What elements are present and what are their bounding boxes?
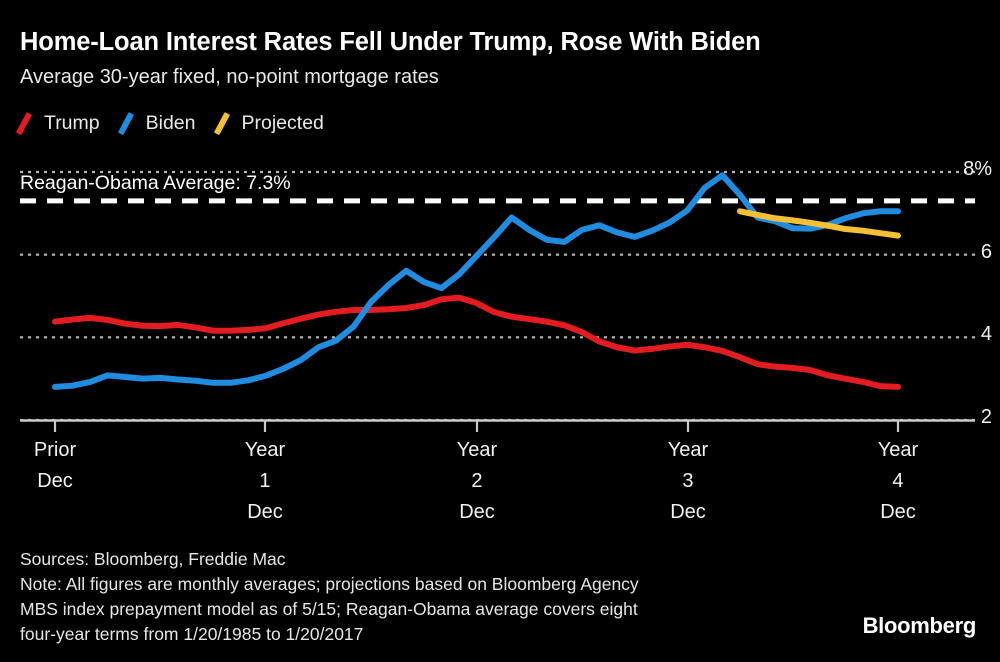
- chart-legend: Trump Biden Projected: [15, 108, 346, 138]
- x-axis-tick-line: Year: [877, 439, 919, 461]
- legend-item-trump[interactable]: Trump: [15, 111, 100, 135]
- series-line-projected: [736, 208, 901, 239]
- x-axis-tick-line: Prior: [33, 439, 77, 461]
- series-line-biden: [52, 172, 901, 390]
- y-axis-label-4: 4: [980, 323, 992, 346]
- legend-item-biden[interactable]: Biden: [117, 111, 196, 135]
- bloomberg-logo: Bloomberg: [862, 613, 977, 638]
- x-axis-tick-year-3: Year 3 Dec: [668, 435, 708, 528]
- page-title: Home-Loan Interest Rates Fell Under Trum…: [20, 28, 761, 56]
- chart-footnotes: Sources: Bloomberg, Freddie Mac Note: Al…: [20, 547, 639, 647]
- x-axis-tick-line: Year: [456, 439, 498, 461]
- legend-label: Biden: [145, 111, 196, 134]
- footnote-line: four-year terms from 1/20/1985 to 1/20/2…: [20, 624, 364, 644]
- series-line-trump: [52, 294, 901, 390]
- x-axis-tick-line: Year: [667, 439, 709, 461]
- x-axis-tick-line: 2: [471, 470, 483, 492]
- x-axis-tick-line: 3: [682, 470, 694, 492]
- x-axis-tick-line: Dec: [247, 501, 283, 523]
- x-axis-tick-line: Dec: [880, 501, 916, 523]
- x-axis-tick-line: Dec: [670, 501, 706, 523]
- y-axis-label-2: 2: [980, 406, 992, 428]
- x-axis-tick-line: 4: [892, 470, 904, 492]
- x-axis-tick-year-2: Year 2 Dec: [457, 435, 497, 528]
- y-axis-label-6: 6: [980, 240, 992, 263]
- footnote-line: Sources: Bloomberg, Freddie Mac: [20, 549, 286, 569]
- reference-line-label: Reagan-Obama Average: 7.3%: [20, 172, 291, 194]
- x-axis-tick-line: Dec: [459, 501, 495, 523]
- x-axis-tick-year-1: Year 1 Dec: [245, 435, 285, 528]
- legend-label: Trump: [44, 111, 100, 134]
- x-axis-tick-line: Dec: [37, 470, 73, 492]
- legend-item-projected[interactable]: Projected: [213, 111, 324, 135]
- page-subtitle: Average 30-year fixed, no-point mortgage…: [20, 66, 439, 88]
- x-axis-tick-year-4: Year 4 Dec: [878, 435, 918, 528]
- footnote-line: Note: All figures are monthly averages; …: [20, 574, 639, 594]
- x-axis-tick-prior: Prior Dec: [34, 435, 76, 497]
- x-axis-tick-line: 1: [259, 470, 271, 492]
- footnote-line: MBS index prepayment model as of 5/15; R…: [20, 599, 638, 619]
- legend-label: Projected: [241, 111, 324, 134]
- y-axis-label-8: 8%: [963, 158, 992, 180]
- x-axis-tick-line: Year: [244, 439, 286, 461]
